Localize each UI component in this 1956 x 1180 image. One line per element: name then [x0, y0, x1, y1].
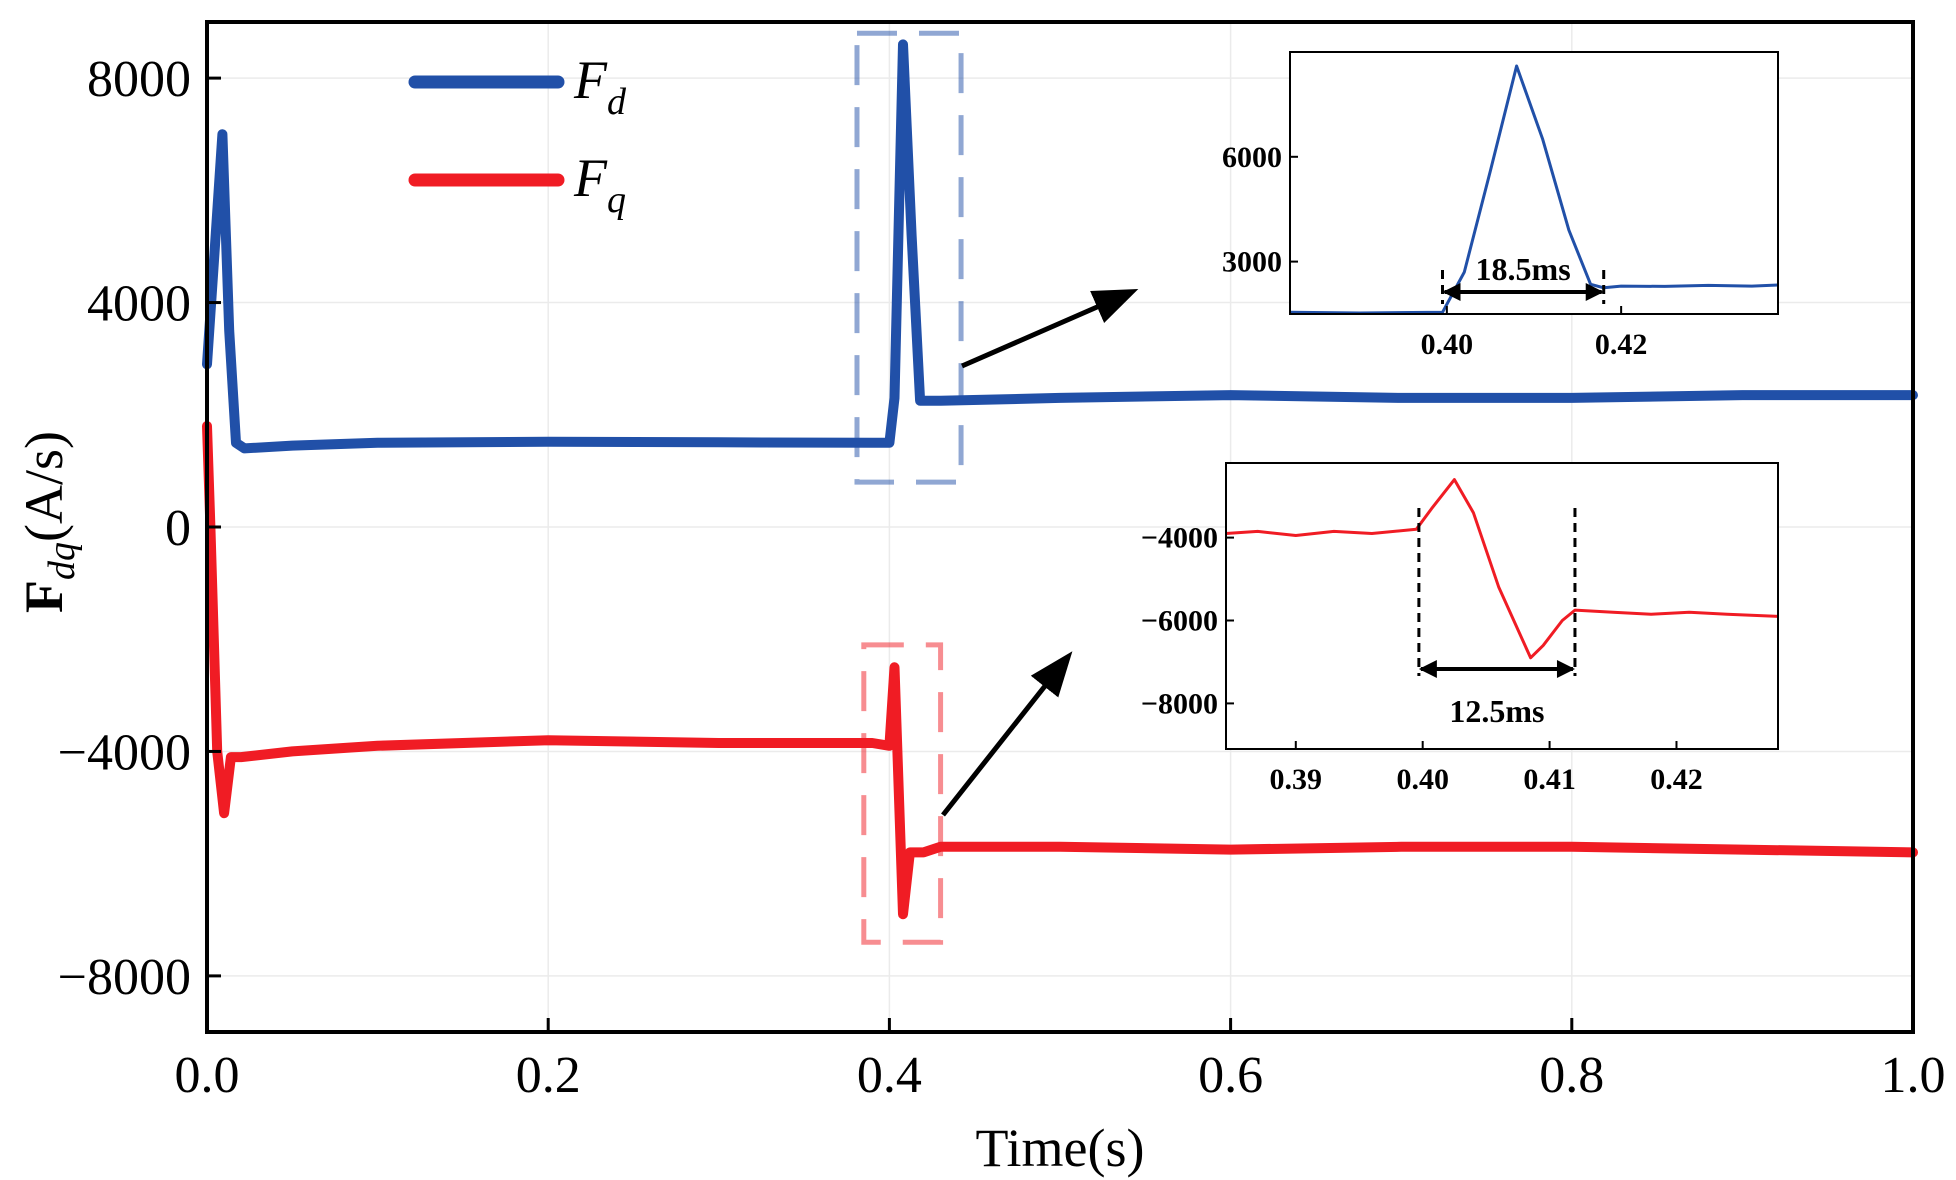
annotation-label: 12.5ms: [1449, 693, 1544, 729]
x-tick-label: 0.0: [175, 1047, 240, 1104]
main-series: [202, 39, 1918, 920]
inset-x-tick-label: 0.42: [1595, 328, 1648, 361]
y-tick-label: −4000: [58, 724, 191, 781]
main-y-tick-labels: 8000 4000 0 −4000 −8000: [58, 51, 221, 1006]
inset-fq-x-tick-labels: 0.39 0.40 0.41 0.42: [1270, 741, 1703, 796]
y-axis-label-unit: (A/s): [14, 431, 74, 542]
inset-x-tick-label: 0.41: [1523, 763, 1576, 796]
y-axis-label: Fdq(A/s): [14, 431, 83, 613]
x-tick-label: 0.2: [516, 1047, 581, 1104]
svg-text:Fdq(A/s): Fdq(A/s): [14, 431, 83, 613]
inset-fq-y-tick-labels: −4000 −6000 −8000: [1141, 522, 1234, 720]
inset-fq-frame: [1225, 462, 1779, 750]
inset-x-tick-label: 0.40: [1421, 328, 1474, 361]
main-x-tick-labels: 0.0 0.2 0.4 0.6 0.8 1.0: [175, 1018, 1946, 1104]
inset-fd-x-tick-labels: 0.40 0.42: [1421, 306, 1648, 361]
inset-y-tick-label: −8000: [1141, 687, 1218, 720]
zoom-arrow-fd: [960, 288, 1139, 369]
inset-chart-fd: 18.5ms 6000 3000 0.40 0.42: [1222, 51, 1779, 361]
main-plot-frame: [205, 20, 1915, 1034]
inset-fq-annotation: 12.5ms: [1417, 508, 1577, 729]
highlight-box-d: [854, 30, 964, 485]
x-tick-label: 0.4: [857, 1047, 922, 1104]
inset-fd-annotation: 18.5ms: [1441, 251, 1606, 304]
series-line-fd: [202, 39, 1918, 454]
annotation-arrowhead-right: [1585, 283, 1604, 301]
annotation-arrowhead-left: [1418, 660, 1437, 678]
legend-label-fq: Fq: [573, 148, 626, 221]
annotation-arrowhead-left: [1442, 283, 1461, 301]
inset-fd-y-tick-labels: 6000 3000: [1222, 141, 1298, 279]
y-tick-label: 0: [165, 500, 191, 557]
x-tick-label: 1.0: [1881, 1047, 1946, 1104]
y-axis-label-main: F: [14, 580, 74, 613]
inset-series-line: [1289, 64, 1779, 315]
zoom-arrow-fq: [941, 651, 1073, 817]
x-tick-label: 0.8: [1539, 1047, 1604, 1104]
inset-y-tick-label: −6000: [1141, 605, 1218, 638]
y-tick-label: 4000: [87, 276, 191, 333]
y-tick-label: 8000: [87, 51, 191, 108]
legend: Fd Fq: [408, 50, 627, 221]
y-axis-label-sub: dq: [41, 542, 83, 580]
inset-fd-frame: [1289, 51, 1779, 315]
inset-fd-series: [1289, 64, 1779, 315]
inset-y-tick-label: 6000: [1222, 141, 1282, 174]
highlight-box-q: [861, 642, 944, 945]
inset-x-tick-label: 0.40: [1396, 763, 1449, 796]
x-tick-label: 0.6: [1198, 1047, 1263, 1104]
inset-y-tick-label: 3000: [1222, 246, 1282, 279]
inset-y-tick-label: −4000: [1141, 522, 1218, 555]
inset-fd-background: [1290, 52, 1778, 314]
legend-label-fd: Fd: [573, 50, 627, 123]
inset-fq-series: [1225, 478, 1779, 660]
series-line-fq: [202, 421, 1918, 920]
main-chart: 8000 4000 0 −4000 −8000 0.0 0.2 0.4 0.6 0.8 1.0 T…: [14, 20, 1946, 1178]
inset-x-tick-label: 0.42: [1650, 763, 1703, 796]
annotation-arrowhead-right: [1556, 660, 1575, 678]
annotation-label: 18.5ms: [1476, 251, 1571, 287]
inset-fq-background: [1226, 463, 1778, 749]
inset-chart-fq: 12.5ms −4000 −6000 −8000 0.39 0.40 0.41 0.42: [1141, 462, 1779, 796]
inset-series-line: [1225, 478, 1779, 660]
main-highlight-boxes: [854, 30, 964, 945]
y-tick-label: −8000: [58, 949, 191, 1006]
inset-x-tick-label: 0.39: [1270, 763, 1323, 796]
x-axis-label: Time(s): [975, 1118, 1144, 1178]
